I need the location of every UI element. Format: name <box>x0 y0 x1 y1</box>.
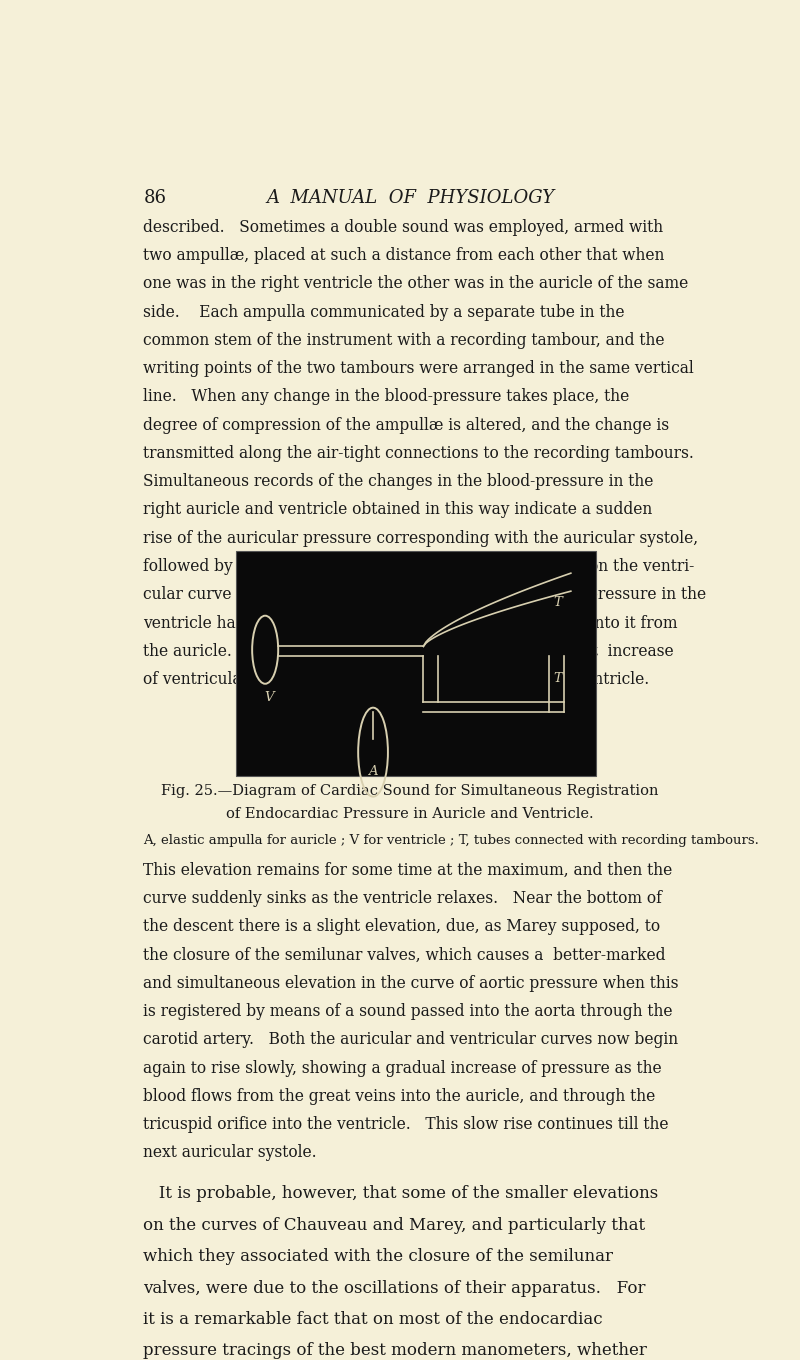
Text: Simultaneous records of the changes in the blood-pressure in the: Simultaneous records of the changes in t… <box>143 473 654 490</box>
Text: A: A <box>368 764 378 778</box>
Text: next auricular systole.: next auricular systole. <box>143 1144 317 1161</box>
Text: described.   Sometimes a double sound was employed, armed with: described. Sometimes a double sound was … <box>143 219 663 235</box>
Text: is registered by means of a sound passed into the aorta through the: is registered by means of a sound passed… <box>143 1004 673 1020</box>
Text: on the curves of Chauveau and Marey, and particularly that: on the curves of Chauveau and Marey, and… <box>143 1217 646 1234</box>
Text: transmitted along the air-tight connections to the recording tambours.: transmitted along the air-tight connecti… <box>143 445 694 462</box>
Text: blood flows from the great veins into the auricle, and through the: blood flows from the great veins into th… <box>143 1088 656 1104</box>
Text: A  MANUAL  OF  PHYSIOLOGY: A MANUAL OF PHYSIOLOGY <box>266 189 554 207</box>
Text: the closure of the semilunar valves, which causes a  better-marked: the closure of the semilunar valves, whi… <box>143 947 666 963</box>
Text: the descent there is a slight elevation, due, as Marey supposed, to: the descent there is a slight elevation,… <box>143 918 661 936</box>
Text: side.    Each ampulla communicated by a separate tube in the: side. Each ampulla communicated by a sep… <box>143 303 625 321</box>
Text: It is probable, however, that some of the smaller elevations: It is probable, however, that some of th… <box>143 1186 658 1202</box>
Text: curve suddenly sinks as the ventricle relaxes.   Near the bottom of: curve suddenly sinks as the ventricle re… <box>143 889 662 907</box>
Text: cular curve by a smaller elevation, which shows that the pressure in the: cular curve by a smaller elevation, whic… <box>143 586 706 604</box>
Text: right auricle and ventricle obtained in this way indicate a sudden: right auricle and ventricle obtained in … <box>143 502 653 518</box>
Text: common stem of the instrument with a recording tambour, and the: common stem of the instrument with a rec… <box>143 332 665 348</box>
Text: Fig. 25.—Diagram of Cardiac Sound for Simultaneous Registration: Fig. 25.—Diagram of Cardiac Sound for Si… <box>162 785 658 798</box>
Text: V: V <box>264 691 274 703</box>
Text: valves, were due to the oscillations of their apparatus.   For: valves, were due to the oscillations of … <box>143 1280 646 1296</box>
Text: followed by a sudden fall (Fig. 20).    This is represented on the ventri-: followed by a sudden fall (Fig. 20). Thi… <box>143 558 694 575</box>
Text: and simultaneous elevation in the curve of aortic pressure when this: and simultaneous elevation in the curve … <box>143 975 679 991</box>
Text: T: T <box>554 596 562 609</box>
Text: which they associated with the closure of the semilunar: which they associated with the closure o… <box>143 1248 614 1265</box>
Text: T: T <box>554 672 562 685</box>
Text: again to rise slowly, showing a gradual increase of pressure as the: again to rise slowly, showing a gradual … <box>143 1059 662 1077</box>
Text: ventricle has been raised somewhat by the blood  driven into it from: ventricle has been raised somewhat by th… <box>143 615 678 631</box>
Text: carotid artery.   Both the auricular and ventricular curves now begin: carotid artery. Both the auricular and v… <box>143 1031 678 1049</box>
Text: of Endocardiac Pressure in Auricle and Ventricle.: of Endocardiac Pressure in Auricle and V… <box>226 808 594 821</box>
Text: two ampullæ, placed at such a distance from each other that when: two ampullæ, placed at such a distance f… <box>143 248 665 264</box>
Text: A, elastic ampulla for auricle ; V for ventricle ; T, tubes connected with recor: A, elastic ampulla for auricle ; V for v… <box>143 835 759 847</box>
Text: of ventricular  pressure, the result of the systole of the ventricle.: of ventricular pressure, the result of t… <box>143 670 650 688</box>
Text: rise of the auricular pressure corresponding with the auricular systole,: rise of the auricular pressure correspon… <box>143 530 698 547</box>
FancyBboxPatch shape <box>237 551 596 775</box>
Text: 86: 86 <box>143 189 166 207</box>
Text: tricuspid orifice into the ventricle.   This slow rise continues till the: tricuspid orifice into the ventricle. Th… <box>143 1117 669 1133</box>
Text: the auricle.   Then follows immediately a great and abrupt  increase: the auricle. Then follows immediately a … <box>143 643 674 660</box>
Text: pressure tracings of the best modern manometers, whether: pressure tracings of the best modern man… <box>143 1342 647 1360</box>
Text: degree of compression of the ampullæ is altered, and the change is: degree of compression of the ampullæ is … <box>143 416 670 434</box>
Text: This elevation remains for some time at the maximum, and then the: This elevation remains for some time at … <box>143 862 673 879</box>
Text: line.   When any change in the blood-pressure takes place, the: line. When any change in the blood-press… <box>143 389 630 405</box>
Text: one was in the right ventricle the other was in the auricle of the same: one was in the right ventricle the other… <box>143 275 689 292</box>
Text: it is a remarkable fact that on most of the endocardiac: it is a remarkable fact that on most of … <box>143 1311 603 1327</box>
Text: writing points of the two tambours were arranged in the same vertical: writing points of the two tambours were … <box>143 360 694 377</box>
